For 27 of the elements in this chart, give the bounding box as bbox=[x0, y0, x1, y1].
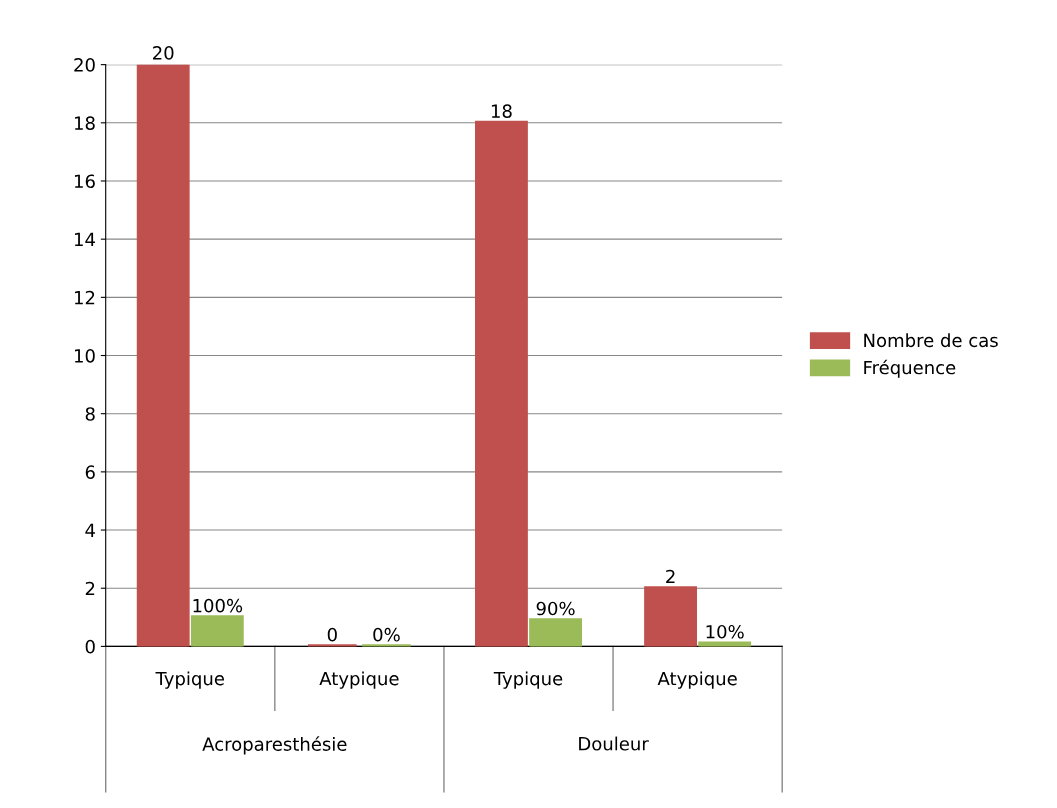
y-tick-label: 12 bbox=[74, 290, 95, 305]
data-label: 0% bbox=[373, 627, 400, 642]
y-tick-label: 2 bbox=[85, 581, 95, 596]
y-tick-label: 8 bbox=[85, 407, 95, 421]
text: Douleur bbox=[579, 736, 649, 751]
legend-label: Nombre de cas bbox=[864, 333, 998, 348]
x-tick-label: Atypique bbox=[319, 671, 399, 689]
data-label: 18 bbox=[491, 104, 512, 118]
y-tick-label: 18 bbox=[74, 116, 95, 130]
data-label: 10% bbox=[706, 624, 744, 639]
y-tick-label: 10 bbox=[74, 348, 95, 363]
data-label: 0 bbox=[327, 627, 337, 642]
y-tick-label: 0 bbox=[85, 639, 95, 654]
y-tick-label: 6 bbox=[85, 465, 95, 479]
data-label: 90% bbox=[536, 601, 575, 616]
x-tick-label: Typique bbox=[155, 671, 224, 689]
y-tick-label: 16 bbox=[74, 174, 95, 189]
text: Acroparesthésie bbox=[202, 736, 347, 755]
data-label: 20 bbox=[153, 46, 174, 60]
y-tick-label: 20 bbox=[74, 58, 95, 72]
data-label: 100% bbox=[193, 598, 243, 613]
y-tick-label: 14 bbox=[74, 232, 95, 247]
x-tick-label: Atypique bbox=[657, 671, 737, 689]
y-tick-label: 4 bbox=[85, 523, 95, 537]
legend-label: Fréquence bbox=[864, 359, 956, 378]
data-label: 2 bbox=[666, 569, 675, 584]
x-tick-label: Typique bbox=[493, 671, 563, 689]
